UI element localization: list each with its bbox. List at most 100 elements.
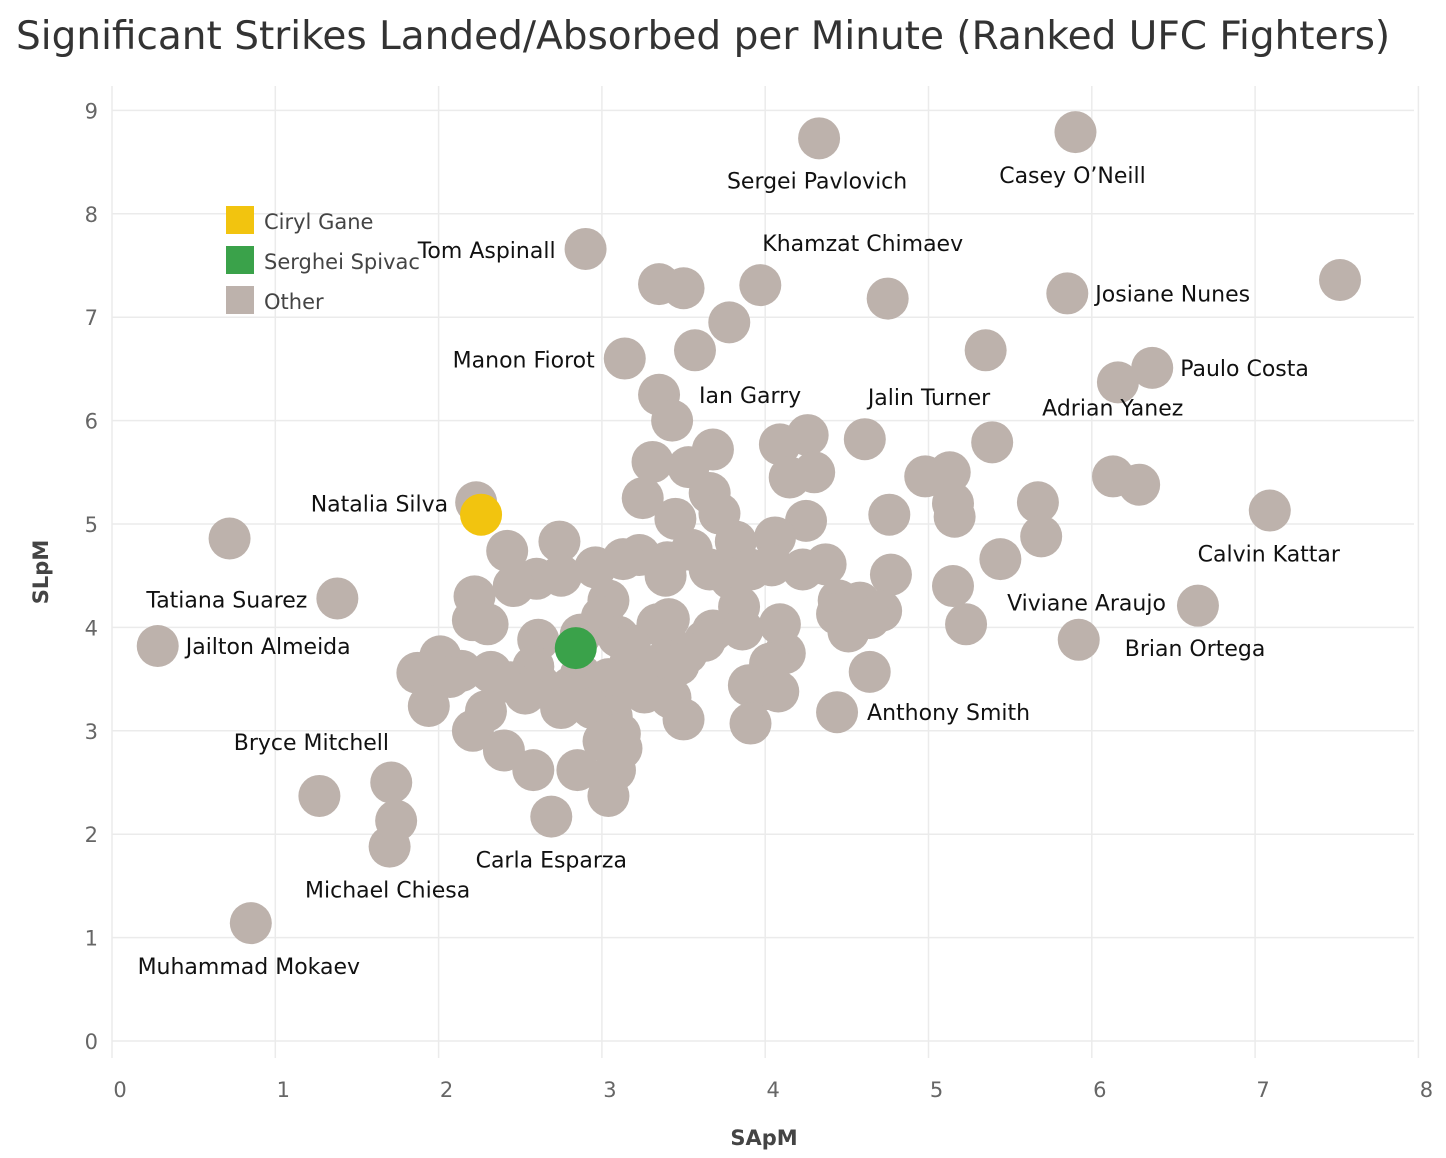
- data-point: [504, 672, 547, 715]
- data-point: [407, 684, 450, 727]
- data-point: [316, 577, 359, 620]
- data-point: [673, 329, 716, 372]
- data-point: [651, 399, 694, 442]
- data-point: [827, 610, 870, 653]
- chart-title: Significant Strikes Landed/Absorbed per …: [16, 14, 1391, 59]
- data-point: [556, 749, 599, 792]
- data-point: [868, 493, 911, 536]
- x-tick-label: 7: [1256, 1078, 1269, 1102]
- data-point: [971, 421, 1014, 464]
- data-point: [1176, 584, 1219, 627]
- legend-swatch: [226, 246, 254, 274]
- data-point: [512, 749, 555, 792]
- point-label: Brian Ortega: [1125, 637, 1266, 662]
- point-label: Casey O’Neill: [999, 164, 1146, 189]
- point-label: Jailton Almeida: [184, 635, 351, 660]
- data-point: [781, 548, 824, 591]
- x-tick-label: 5: [930, 1078, 943, 1102]
- data-point: [1118, 463, 1161, 506]
- data-point: [945, 603, 988, 646]
- data-point: [739, 264, 782, 307]
- data-point: [1057, 618, 1100, 661]
- y-tick-label: 3: [85, 720, 98, 744]
- data-point: [587, 774, 630, 817]
- data-point: [396, 651, 439, 694]
- point-labels: Sergei Pavlovich Casey O’Neill Tom Aspinal…: [138, 164, 1341, 980]
- data-point: [708, 301, 751, 344]
- data-point: [1319, 258, 1362, 301]
- data-point: [466, 603, 509, 646]
- x-tick-label: 8: [1420, 1078, 1433, 1102]
- data-point: [564, 227, 607, 270]
- data-point: [530, 795, 573, 838]
- data-point: [866, 277, 909, 320]
- y-tick-label: 6: [85, 410, 98, 434]
- data-point: [1054, 111, 1097, 154]
- point-label: Bryce Mitchell: [234, 731, 389, 756]
- data-point: [486, 529, 529, 572]
- data-point-serghei-spivac: [554, 627, 597, 670]
- data-point: [657, 643, 700, 686]
- data-point: [540, 687, 583, 730]
- data-point: [964, 329, 1007, 372]
- point-label: Tom Aspinall: [417, 239, 556, 264]
- data-point: [208, 517, 251, 560]
- data-point: [451, 709, 494, 752]
- data-point: [729, 702, 772, 745]
- y-tick-labels: 0 1 2 3 4 5 6 7 8 9: [85, 99, 98, 1054]
- data-point: [136, 625, 179, 668]
- point-label: Adrian Yanez: [1042, 396, 1183, 421]
- point-label: Josiane Nunes: [1093, 282, 1250, 307]
- y-tick-label: 7: [85, 306, 98, 330]
- data-point: [662, 267, 705, 310]
- data-point: [785, 499, 828, 542]
- data-point: [816, 691, 859, 734]
- data-point: [1096, 361, 1139, 404]
- x-tick-label: 6: [1093, 1078, 1106, 1102]
- data-points: [136, 111, 1362, 945]
- point-label: Muhammad Mokaev: [138, 955, 360, 980]
- y-tick-label: 4: [85, 616, 98, 640]
- legend: Ciryl Gane Serghei Spivac Other: [226, 206, 420, 314]
- x-tick-labels: 0 1 2 3 4 5 6 7 8: [113, 1078, 1433, 1102]
- data-point: [721, 608, 764, 651]
- data-point: [370, 761, 413, 804]
- point-label: Khamzat Chimaev: [762, 232, 963, 257]
- data-point: [1016, 481, 1059, 524]
- data-point: [429, 656, 472, 699]
- data-point: [1131, 346, 1174, 389]
- data-point: [933, 495, 976, 538]
- x-tick-label: 0: [113, 1078, 126, 1102]
- data-point: [798, 117, 841, 160]
- x-tick-label: 3: [603, 1078, 616, 1102]
- data-point: [931, 565, 974, 608]
- y-tick-label: 2: [85, 823, 98, 847]
- data-point: [843, 418, 886, 461]
- data-point: [1046, 272, 1089, 315]
- x-tick-label: 2: [440, 1078, 453, 1102]
- data-point: [654, 497, 697, 540]
- point-label: Anthony Smith: [867, 701, 1030, 726]
- point-label: Natalia Silva: [311, 492, 448, 517]
- legend-swatch: [226, 286, 254, 314]
- y-tick-label: 9: [85, 99, 98, 123]
- point-label: Jalin Turner: [866, 386, 991, 411]
- point-label: Carla Esparza: [476, 849, 627, 874]
- data-point: [662, 698, 705, 741]
- legend-label: Serghei Spivac: [264, 250, 420, 274]
- y-tick-label: 5: [85, 513, 98, 537]
- data-point: [574, 546, 617, 589]
- data-point: [869, 553, 912, 596]
- data-point: [375, 799, 418, 842]
- point-label: Viviane Araujo: [1007, 592, 1166, 617]
- y-tick-label: 8: [85, 203, 98, 227]
- data-point: [1020, 515, 1063, 558]
- data-point: [758, 423, 801, 466]
- data-point: [793, 451, 836, 494]
- data-point: [928, 451, 971, 494]
- point-label: Michael Chiesa: [305, 879, 470, 904]
- point-label: Sergei Pavlovich: [727, 169, 907, 194]
- y-tick-label: 1: [85, 927, 98, 951]
- x-tick-label: 1: [277, 1078, 290, 1102]
